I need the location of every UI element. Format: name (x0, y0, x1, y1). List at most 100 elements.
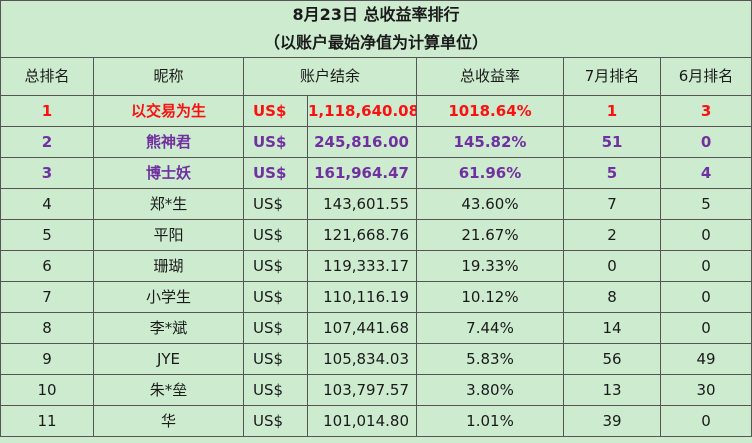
cell-july-rank: 8 (563, 281, 661, 313)
table-row: 11 华 US$ 101,014.80 1.01% 39 0 (0, 405, 752, 437)
page-subtitle: （以账户最始净值为计算单位） (0, 29, 752, 58)
cell-currency: US$ (243, 157, 308, 189)
cell-june-rank: 0 (659, 281, 752, 313)
cell-nickname: JYE (93, 343, 244, 375)
cell-june-rank: 49 (659, 343, 752, 375)
cell-balance: 107,441.68 (307, 312, 417, 344)
cell-total-return: 19.33% (416, 250, 564, 282)
cell-july-rank: 51 (563, 126, 661, 158)
cell-nickname: 小学生 (93, 281, 244, 313)
cell-july-rank: 1 (563, 95, 661, 127)
cell-rank: 5 (0, 219, 94, 251)
cell-currency: US$ (243, 281, 308, 313)
col-header-june-rank: 6月排名 (659, 57, 752, 96)
cell-june-rank: 0 (659, 219, 752, 251)
cell-total-return: 1018.64% (416, 95, 564, 127)
cell-total-return: 3.80% (416, 374, 564, 406)
cell-june-rank: 0 (659, 250, 752, 282)
cell-rank: 10 (0, 374, 94, 406)
cell-june-rank: 0 (659, 312, 752, 344)
cell-june-rank: 0 (659, 126, 752, 158)
cell-total-return: 43.60% (416, 188, 564, 220)
table-row: 4 郑*生 US$ 143,601.55 43.60% 7 5 (0, 188, 752, 220)
cell-rank: 3 (0, 157, 94, 189)
cell-rank: 1 (0, 95, 94, 127)
cell-june-rank: 3 (659, 95, 752, 127)
cell-nickname: 以交易为生 (93, 95, 244, 127)
cell-total-return: 5.83% (416, 343, 564, 375)
cell-july-rank: 0 (563, 250, 661, 282)
cell-july-rank: 14 (563, 312, 661, 344)
cell-nickname: 朱*垒 (93, 374, 244, 406)
cell-july-rank: 7 (563, 188, 661, 220)
title-row-1: 8月23日 总收益率排行 (0, 0, 752, 29)
cell-nickname: 珊瑚 (93, 250, 244, 282)
col-header-nickname: 昵称 (93, 57, 244, 96)
cell-currency: US$ (243, 343, 308, 375)
cell-rank: 6 (0, 250, 94, 282)
table-row: 3 博士妖 US$ 161,964.47 61.96% 5 4 (0, 157, 752, 189)
cell-balance: 143,601.55 (307, 188, 417, 220)
title-row-2: （以账户最始净值为计算单位） (0, 29, 752, 58)
cell-july-rank: 13 (563, 374, 661, 406)
col-header-total-return: 总收益率 (416, 57, 564, 96)
cell-nickname: 华 (93, 405, 244, 437)
cell-currency: US$ (243, 250, 308, 282)
col-header-july-rank: 7月排名 (563, 57, 661, 96)
cell-june-rank: 0 (659, 405, 752, 437)
cell-rank: 8 (0, 312, 94, 344)
cell-currency: US$ (243, 405, 308, 437)
cell-currency: US$ (243, 95, 308, 127)
cell-currency: US$ (243, 126, 308, 158)
cell-balance: 103,797.57 (307, 374, 417, 406)
cell-rank: 4 (0, 188, 94, 220)
col-header-rank: 总排名 (0, 57, 94, 96)
cell-nickname: 博士妖 (93, 157, 244, 189)
table-row: 8 李*斌 US$ 107,441.68 7.44% 14 0 (0, 312, 752, 344)
cell-total-return: 1.01% (416, 405, 564, 437)
page-title: 8月23日 总收益率排行 (0, 0, 752, 29)
cell-nickname: 李*斌 (93, 312, 244, 344)
cell-nickname: 熊神君 (93, 126, 244, 158)
cell-june-rank: 5 (659, 188, 752, 220)
cell-rank: 11 (0, 405, 94, 437)
cell-currency: US$ (243, 188, 308, 220)
cell-rank: 2 (0, 126, 94, 158)
cell-nickname: 平阳 (93, 219, 244, 251)
cell-balance: 110,116.19 (307, 281, 417, 313)
cell-july-rank: 2 (563, 219, 661, 251)
cell-total-return: 21.67% (416, 219, 564, 251)
table-row: 9 JYE US$ 105,834.03 5.83% 56 49 (0, 343, 752, 375)
cell-july-rank: 5 (563, 157, 661, 189)
cell-balance: 161,964.47 (307, 157, 417, 189)
cell-balance: 101,014.80 (307, 405, 417, 437)
cell-total-return: 7.44% (416, 312, 564, 344)
cell-total-return: 61.96% (416, 157, 564, 189)
cell-balance: 121,668.76 (307, 219, 417, 251)
cell-nickname: 郑*生 (93, 188, 244, 220)
table-row: 2 熊神君 US$ 245,816.00 145.82% 51 0 (0, 126, 752, 158)
cell-total-return: 145.82% (416, 126, 564, 158)
cell-currency: US$ (243, 374, 308, 406)
cell-july-rank: 39 (563, 405, 661, 437)
cell-currency: US$ (243, 219, 308, 251)
cell-balance: 105,834.03 (307, 343, 417, 375)
header-row: 总排名 昵称 账户结余 总收益率 7月排名 6月排名 (0, 57, 752, 96)
table-row: 5 平阳 US$ 121,668.76 21.67% 2 0 (0, 219, 752, 251)
cell-june-rank: 30 (659, 374, 752, 406)
cell-balance: 119,333.17 (307, 250, 417, 282)
cell-july-rank: 56 (563, 343, 661, 375)
table-row: 7 小学生 US$ 110,116.19 10.12% 8 0 (0, 281, 752, 313)
cell-balance: 245,816.00 (307, 126, 417, 158)
table-row: 6 珊瑚 US$ 119,333.17 19.33% 0 0 (0, 250, 752, 282)
cell-balance: 1,118,640.08 (307, 95, 417, 127)
table-row: 1 以交易为生 US$ 1,118,640.08 1018.64% 1 3 (0, 95, 752, 127)
cell-june-rank: 4 (659, 157, 752, 189)
cell-rank: 7 (0, 281, 94, 313)
table-row: 10 朱*垒 US$ 103,797.57 3.80% 13 30 (0, 374, 752, 406)
cell-currency: US$ (243, 312, 308, 344)
cell-rank: 9 (0, 343, 94, 375)
cell-total-return: 10.12% (416, 281, 564, 313)
